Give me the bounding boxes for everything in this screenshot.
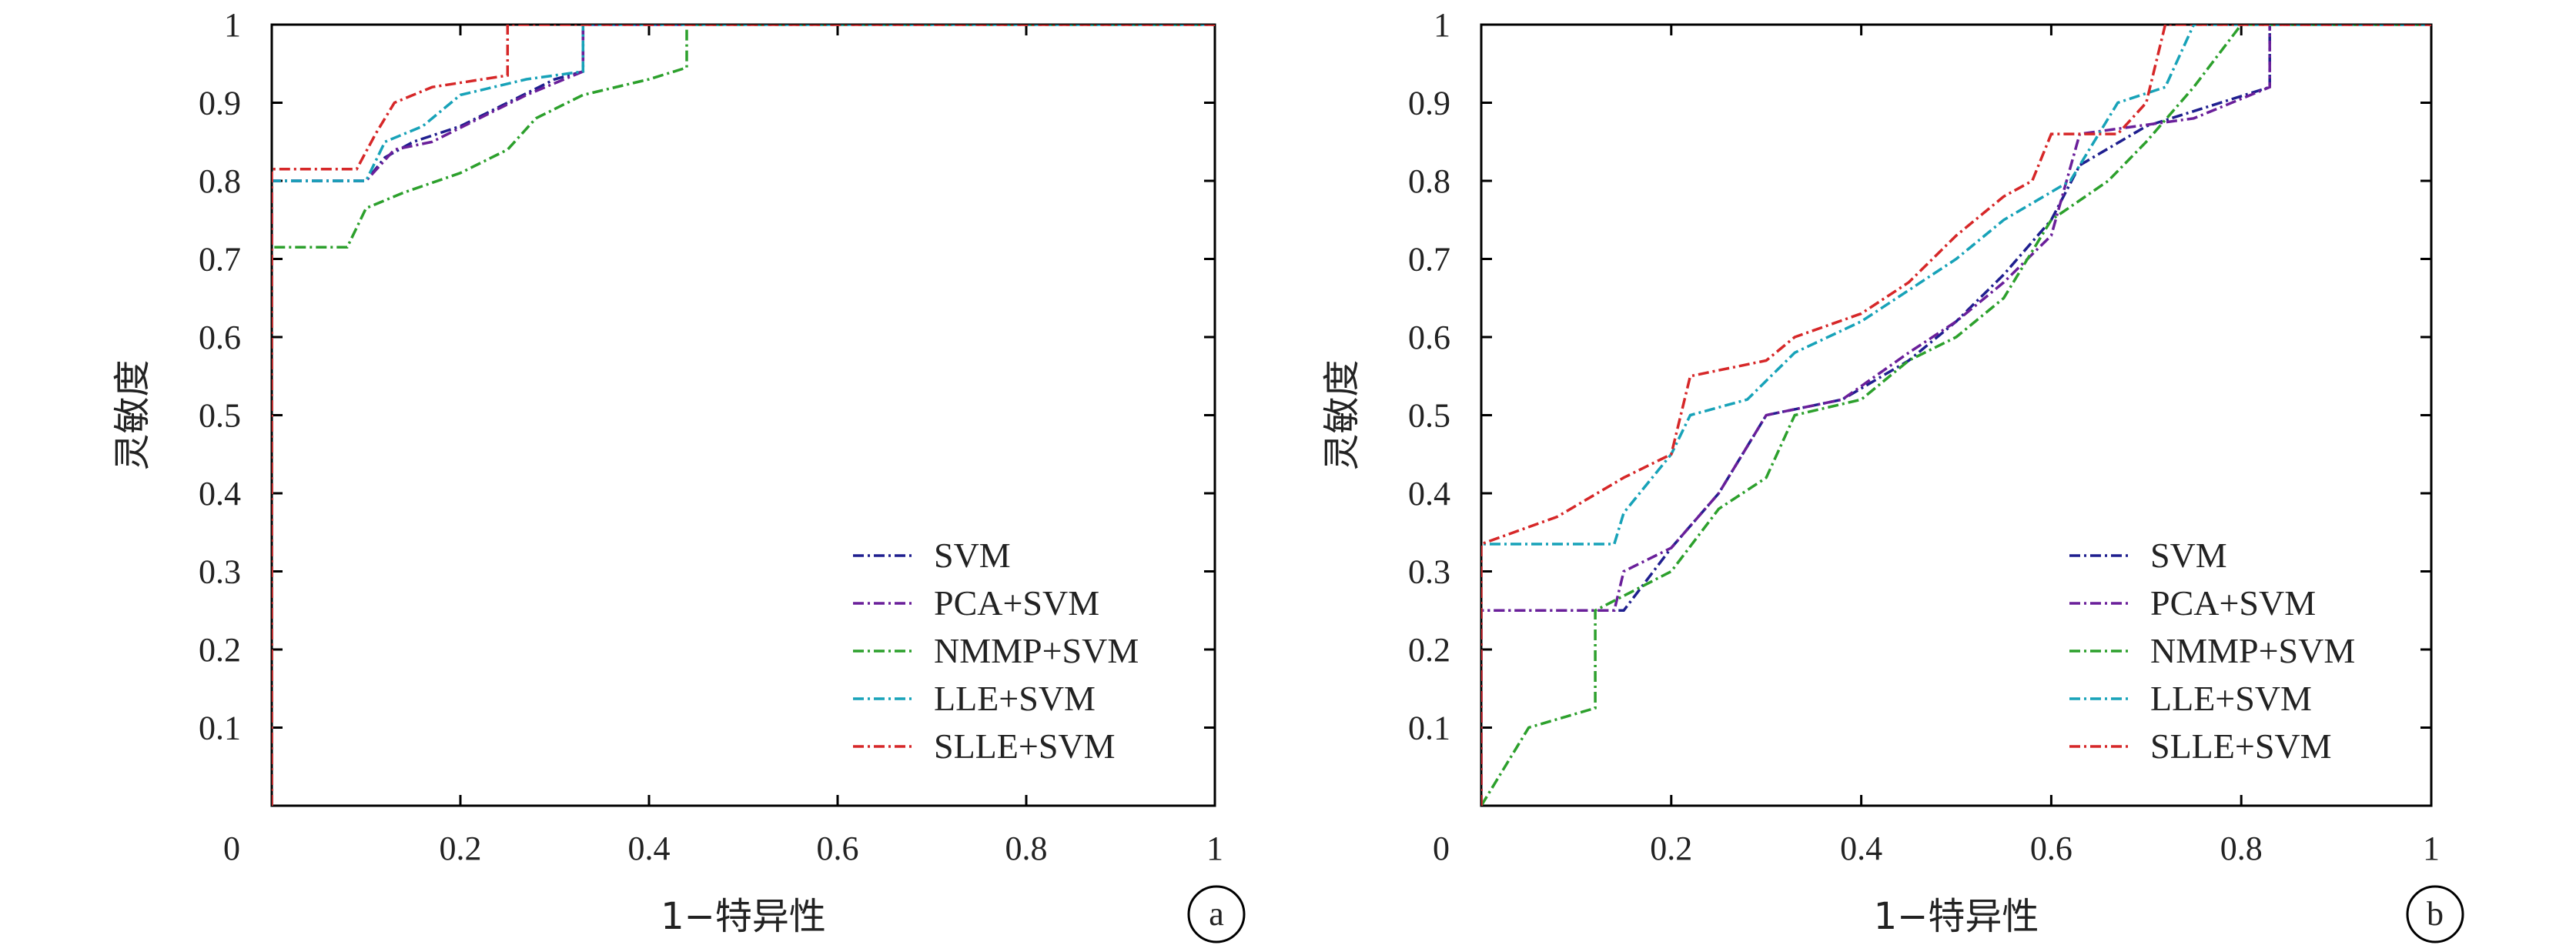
legend-label: LLE+SVM	[934, 679, 1096, 718]
y-axis-title: 灵敏度	[1320, 359, 1363, 470]
x-tick-label: 0	[223, 830, 240, 867]
y-tick-label: 0.7	[199, 241, 241, 279]
x-tick-label: 0.2	[440, 830, 482, 867]
panel-tag-circle	[2406, 885, 2464, 943]
legend-label: NMMP+SVM	[934, 631, 1139, 670]
x-tick-label: 0.4	[1840, 830, 1882, 867]
x-tick-label: 0.6	[817, 830, 859, 867]
y-tick-label: 0.7	[1408, 241, 1450, 279]
y-axis-title: 灵敏度	[111, 359, 154, 470]
y-tick-label: 1	[1434, 6, 1450, 44]
roc-panel-b: 0 0.2 0.4 0.6 0.8 1 0.1 0.2 0.3 0.4 0.5 0.6 0.7 0.8 0.…	[1320, 6, 2464, 943]
legend-label: PCA+SVM	[934, 583, 1099, 623]
y-tick-label: 0.5	[199, 397, 241, 435]
y-tick-label: 0.1	[1408, 710, 1450, 747]
roc-panel-a: 0 0.2 0.4 0.6 0.8 1 0.1 0.2 0.3 0.4 0.5 0.6 0.7 0.8 0.…	[111, 6, 1246, 943]
series-line-lle-svm	[1481, 25, 2431, 806]
x-tick-label: 0.8	[1005, 830, 1048, 867]
legend-label: NMMP+SVM	[2150, 631, 2355, 670]
legend-label: SLLE+SVM	[2150, 726, 2332, 766]
panel-tag-label: b	[2427, 895, 2444, 933]
series-line-lle-svm	[272, 25, 1215, 806]
y-tick-label: 0.1	[199, 710, 241, 747]
x-tick-label: 1	[1206, 830, 1223, 867]
y-tick-label: 0.2	[1408, 631, 1450, 669]
x-tick-label: 0.2	[1650, 830, 1692, 867]
panel-tag-label: a	[1209, 895, 1224, 933]
series-line-pca-svm	[1481, 25, 2431, 806]
x-axis-title: 1−特异性	[1874, 895, 2039, 938]
y-tick-label: 0.8	[199, 162, 241, 200]
legend-label: SVM	[2150, 536, 2227, 575]
y-tick-label: 0.9	[199, 85, 241, 122]
y-tick-label: 0.4	[199, 475, 241, 513]
y-tick-label: 0.3	[1408, 553, 1450, 591]
x-axis-title: 1−特异性	[661, 895, 826, 938]
series-line-svm	[1481, 25, 2431, 806]
series-layer	[1481, 25, 2431, 806]
series-line-slle-svm	[272, 25, 1215, 806]
y-tick-label: 0.6	[1408, 319, 1450, 356]
y-tick-label: 0.9	[1408, 85, 1450, 122]
legend-label: SLLE+SVM	[934, 726, 1116, 766]
x-tick-label: 0.6	[2030, 830, 2073, 867]
legend-label: LLE+SVM	[2150, 679, 2312, 718]
x-tick-label: 0.4	[628, 830, 671, 867]
x-tick-label: 0	[1433, 830, 1450, 867]
series-line-nmmp-svm	[272, 25, 1215, 806]
y-tick-label: 1	[224, 6, 241, 44]
legend-label: SVM	[934, 536, 1011, 575]
x-tick-label: 0.8	[2220, 830, 2263, 867]
y-tick-label: 0.2	[199, 631, 241, 669]
series-line-nmmp-svm	[1481, 25, 2431, 806]
x-tick-label: 1	[2423, 830, 2440, 867]
panel-tag-circle	[1187, 885, 1246, 943]
y-tick-label: 0.4	[1408, 475, 1450, 513]
series-layer	[272, 25, 1215, 806]
y-tick-label: 0.6	[199, 319, 241, 356]
y-tick-label: 0.8	[1408, 162, 1450, 200]
legend-label: PCA+SVM	[2150, 583, 2316, 623]
y-tick-label: 0.3	[199, 553, 241, 591]
y-tick-label: 0.5	[1408, 397, 1450, 435]
